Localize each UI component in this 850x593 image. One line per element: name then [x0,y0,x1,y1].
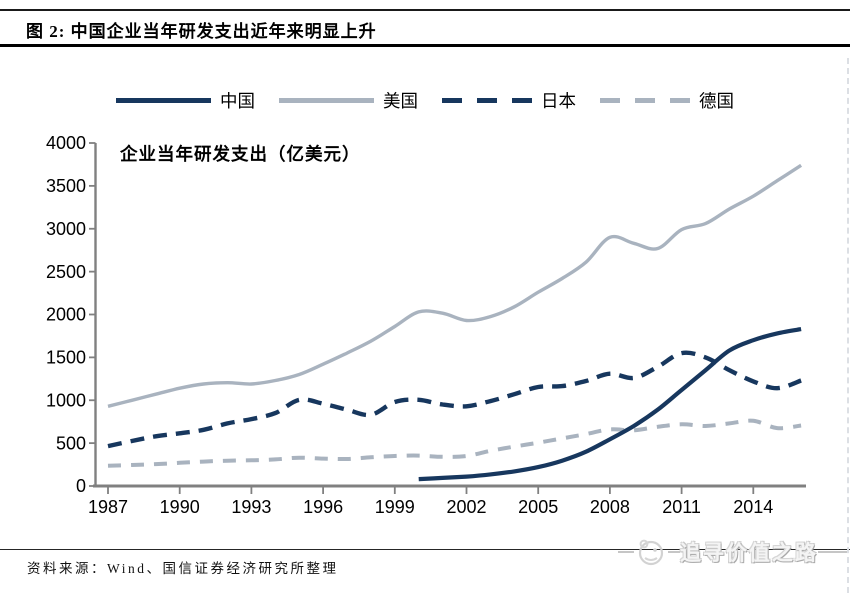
axis-tick-label: 1996 [303,497,343,517]
footer-rule [0,549,850,551]
chart-legend: 中国 美国 日本 德国 [0,88,850,113]
legend-swatch-dashed [600,98,690,103]
axis-tick-label: 1000 [46,390,86,410]
axis-tick-label: 500 [56,433,86,453]
legend-swatch-solid [116,97,211,104]
title-rule [0,44,850,47]
axis-tick-label: 2000 [46,305,86,325]
watermark-text: 追寻价值之路 [680,541,818,565]
axis-tick-label: 1500 [46,348,86,368]
axis-tick-label: 0 [76,476,86,496]
axis-tick-label: 1999 [375,497,415,517]
legend-label: 德国 [699,91,734,111]
figure-title: 图 2: 中国企业当年研发支出近年来明显上升 [26,22,377,41]
series-line-日本 [107,350,802,449]
axis-tick-label: 4000 [46,133,86,153]
chart-inner-title: 企业当年研发支出（亿美元） [119,144,361,164]
series-line-德国 [107,418,802,468]
legend-label: 中国 [220,91,255,111]
top-rule [0,9,850,11]
axis-tick-label: 2008 [590,497,630,517]
brand-logo-icon [638,539,664,566]
axis-tick-label: 1987 [88,497,128,517]
legend-swatch-dashed [442,98,532,103]
watermark-line-left [618,551,634,553]
series-line-美国 [107,163,803,408]
axis-tick-label: 2005 [518,497,558,517]
axis-tick-label: 2011 [662,497,701,517]
axis-tick-label: 3500 [46,176,86,196]
legend-item-3: 日本 [442,88,576,113]
axis-tick-label: 2500 [46,262,86,282]
right-dashed-border [847,58,849,593]
legend-label: 美国 [383,91,418,111]
source-note: 资料来源：Wind、国信证券经济研究所整理 [27,561,339,576]
legend-item-2: 美国 [279,88,418,113]
legend-label: 日本 [541,91,576,111]
watermark-line-mid [668,551,680,553]
series-line-中国 [418,327,802,482]
watermark-line-right [818,551,848,553]
legend-swatch-solid [279,97,374,104]
axis-tick-label: 2014 [733,497,773,517]
legend-item-1: 中国 [116,88,255,113]
brand-watermark: 追寻价值之路 [618,534,848,570]
axis-tick-label: 3000 [46,219,86,239]
axis-tick-label: 1990 [160,497,200,517]
legend-item-4: 德国 [600,88,734,113]
axis-tick-label: 2002 [446,497,486,517]
axis-tick-label: 1993 [231,497,271,517]
line-chart: 0 500 1000 1500 2000 2500 3000 3500 4000 1987 1990… [0,128,850,533]
